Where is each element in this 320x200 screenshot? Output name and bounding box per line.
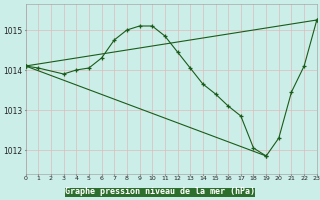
Text: Graphe pression niveau de la mer (hPa): Graphe pression niveau de la mer (hPa) — [65, 188, 255, 196]
